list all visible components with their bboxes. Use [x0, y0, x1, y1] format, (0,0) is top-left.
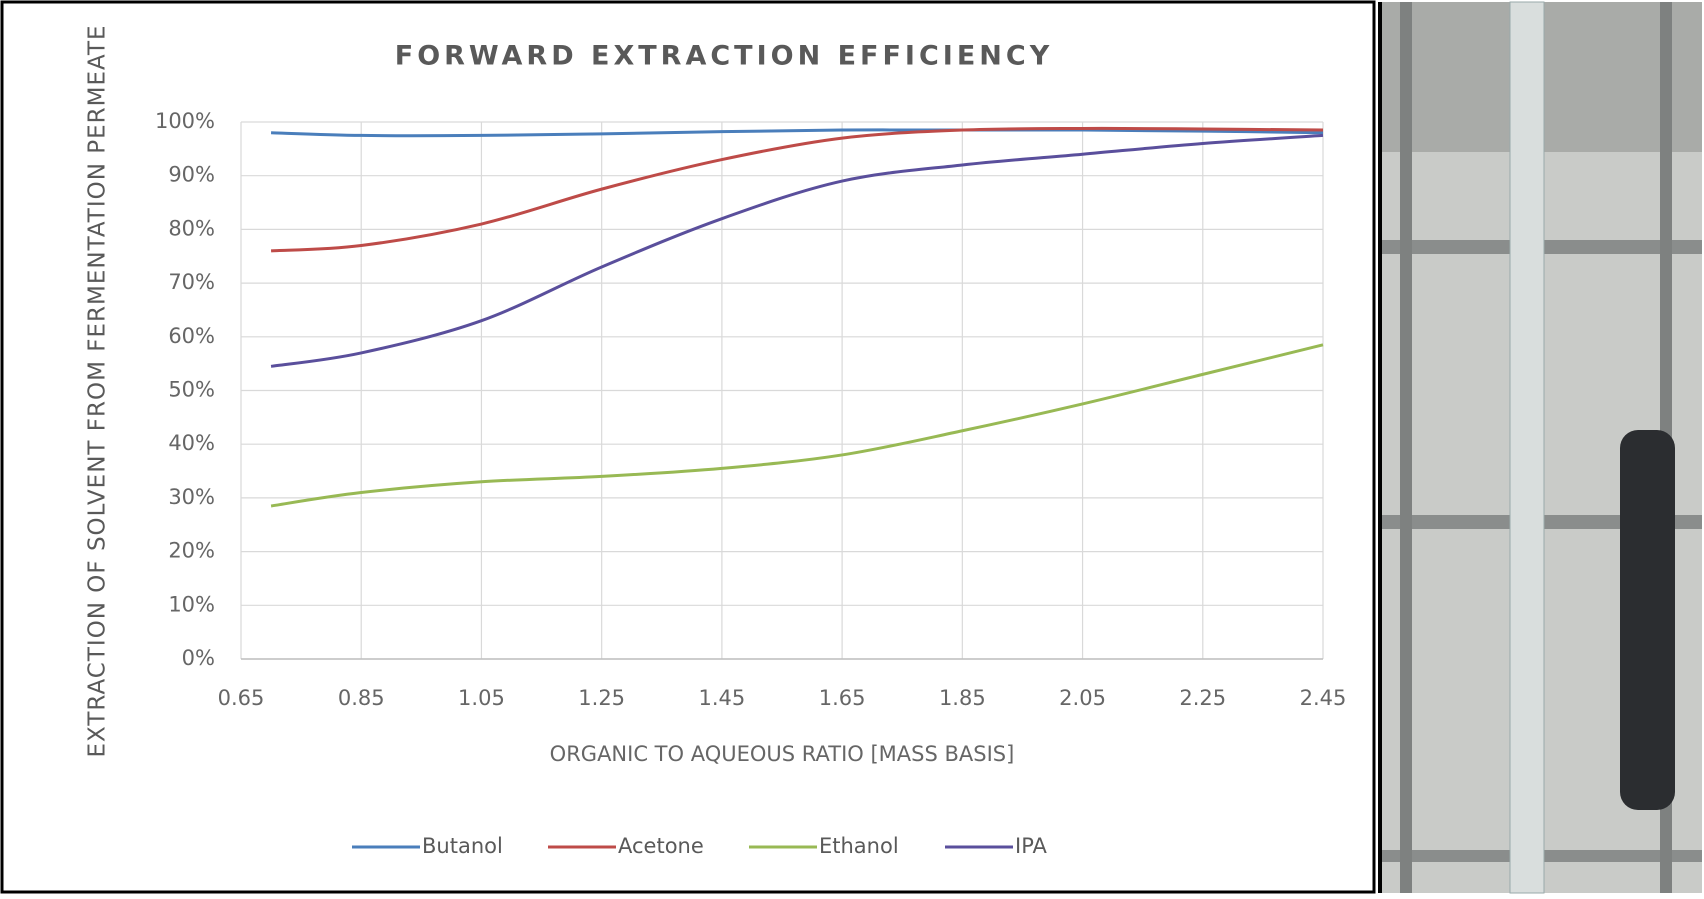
x-tick-label: 1.45 — [699, 686, 746, 710]
pump-cylinder — [1620, 430, 1675, 810]
y-tick-label: 10% — [168, 592, 215, 616]
y-tick-label: 90% — [168, 163, 215, 187]
photo-border — [1378, 2, 1382, 893]
figure: FORWARD EXTRACTION EFFICIENCY ORGANIC TO… — [0, 0, 1704, 895]
x-tick-label: 0.85 — [338, 686, 385, 710]
y-tick-label: 80% — [168, 216, 215, 240]
legend-label: Ethanol — [819, 834, 899, 858]
x-tick-label: 2.05 — [1059, 686, 1106, 710]
y-axis-label: EXTRACTION OF SOLVENT FROM FERMENTATION … — [85, 24, 111, 757]
photo — [1378, 2, 1702, 893]
x-tick-label: 0.65 — [218, 686, 265, 710]
x-tick-label: 1.65 — [819, 686, 866, 710]
y-tick-label: 20% — [168, 539, 215, 563]
y-tick-label: 70% — [168, 270, 215, 294]
y-tick-label: 100% — [155, 109, 215, 133]
y-tick-label: 60% — [168, 324, 215, 348]
x-tick-label: 2.45 — [1300, 686, 1347, 710]
x-tick-label: 2.25 — [1179, 686, 1226, 710]
y-tick-label: 40% — [168, 431, 215, 455]
page: {"chart_data": {"type": "line", "title":… — [0, 0, 1704, 895]
frame-post — [1400, 2, 1412, 893]
y-tick-label: 0% — [182, 646, 215, 670]
x-tick-label: 1.85 — [939, 686, 986, 710]
legend-label: Butanol — [422, 834, 503, 858]
glass-column — [1510, 2, 1544, 893]
y-tick-label: 30% — [168, 485, 215, 509]
y-tick-label: 50% — [168, 378, 215, 402]
x-tick-label: 1.25 — [578, 686, 625, 710]
chart-title: FORWARD EXTRACTION EFFICIENCY — [395, 41, 1054, 72]
x-tick-label: 1.05 — [458, 686, 505, 710]
legend-label: IPA — [1015, 834, 1048, 858]
legend-label: Acetone — [618, 834, 704, 858]
x-axis-label: ORGANIC TO AQUEOUS RATIO [MASS BASIS] — [550, 742, 1015, 766]
